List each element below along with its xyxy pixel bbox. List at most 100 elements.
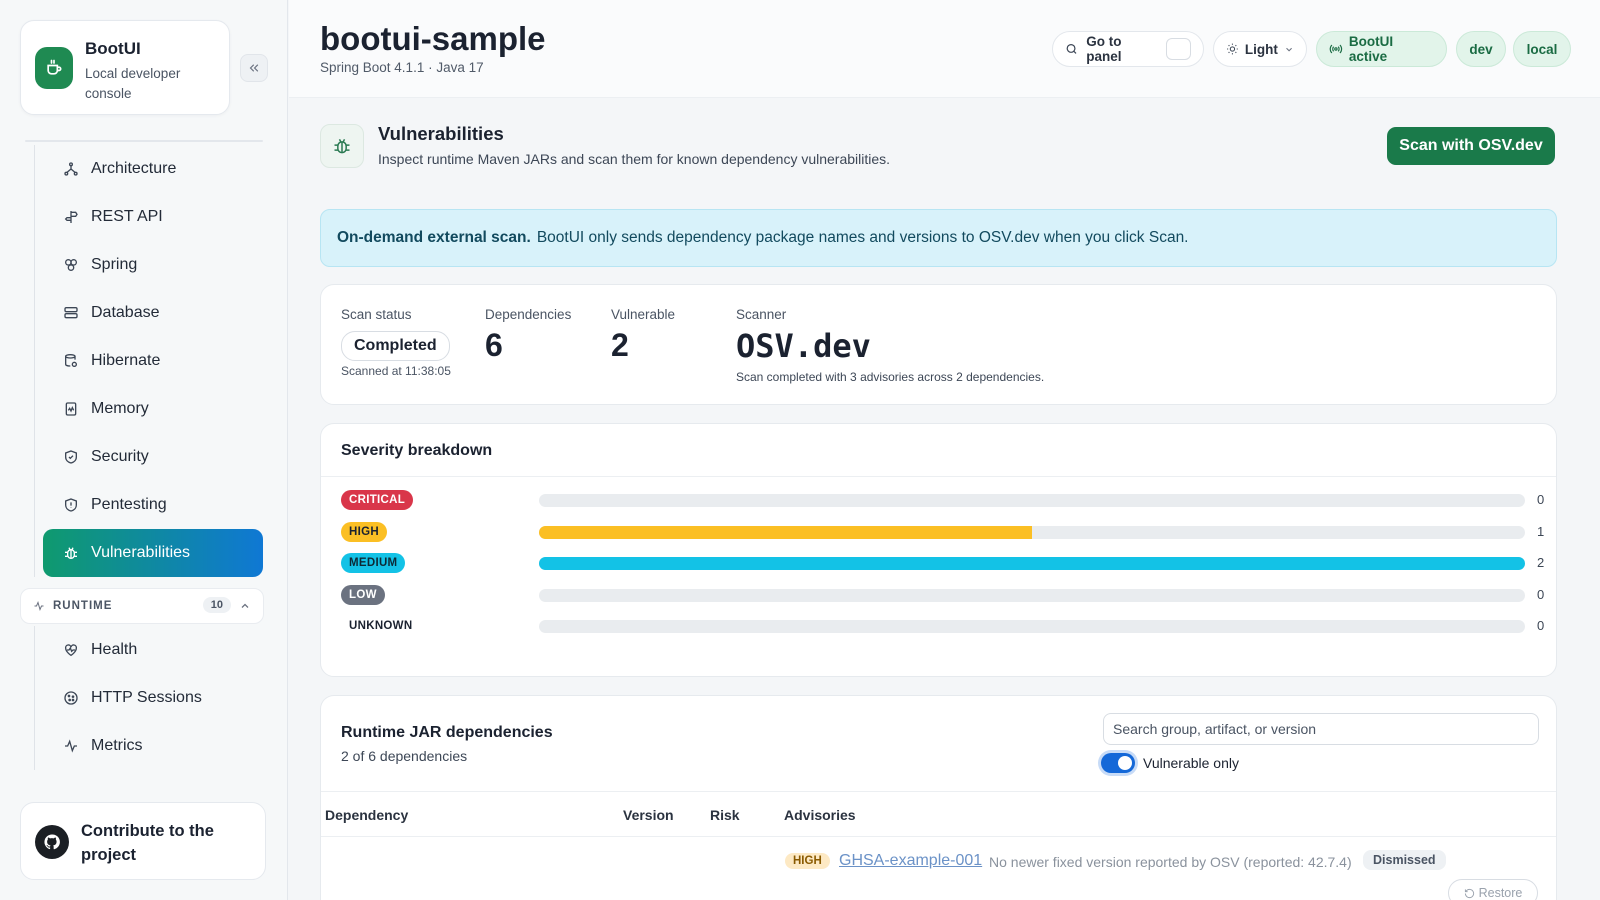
severity-count: 2 [1537,555,1545,570]
brand-subtitle: Local developer console [85,66,181,101]
severity-breakdown-card: Severity breakdown CRITICAL 0 HIGH 1 MEDIUM 2… [320,423,1557,677]
vulnerable-label: Vulnerable [611,307,676,322]
memory-icon [61,399,81,419]
panel-title: Vulnerabilities [378,123,504,144]
vulnerable-only-toggle[interactable]: Vulnerable only [1101,753,1239,773]
sidebar-item-label: Pentesting [91,496,167,513]
advisory-severity-badge: HIGH [785,853,830,869]
dependencies-count: 6 [485,327,503,363]
page-title: bootui-sample [320,20,546,57]
sidebar-item-metrics[interactable]: Metrics [43,722,263,770]
vulnerable-count: 2 [611,327,629,363]
sidebar-item-rest-api[interactable]: REST API [43,193,263,241]
restore-button[interactable]: Restore [1448,879,1538,900]
sidebar-item-architecture[interactable]: Architecture [43,145,263,193]
dismissed-badge: Dismissed [1363,850,1446,870]
dependency-search-input[interactable] [1103,713,1539,745]
sidebar-item-memory[interactable]: Memory [43,385,263,433]
sidebar-item-spring[interactable]: Spring [43,241,263,289]
coffee-cup-icon [35,47,73,89]
chevron-down-icon [1286,47,1292,52]
sidebar-item-database[interactable]: Database [43,289,263,337]
keyboard-shortcut-hint [1166,38,1191,60]
sidebar-item-label: Hibernate [91,352,161,369]
cookie-icon [61,688,81,708]
severity-bar-track [539,525,1525,539]
scan-osv-button[interactable]: Scan with OSV.dev [1387,127,1555,165]
runtime-group-toggle[interactable]: RUNTIME 10 [20,588,264,624]
severity-row-unknown: UNKNOWN 0 [341,616,1544,638]
sidebar-item-health[interactable]: Health [43,626,263,674]
scanner-note: Scan completed with 3 advisories across … [736,370,1045,384]
sidebar-item-label: Database [91,304,160,321]
sidebar-item-http-sessions[interactable]: HTTP Sessions [43,674,263,722]
column-header-advisories[interactable]: Advisories [784,807,856,823]
bootui-status-badge: BootUI active [1316,31,1447,67]
shield-icon [61,447,81,467]
sidebar-item-label: Vulnerabilities [91,544,191,561]
contribute-link[interactable]: Contribute to the project [20,802,266,880]
activity-icon [34,601,44,611]
signpost-icon [61,207,81,227]
broadcast-icon [1329,44,1343,54]
restore-label: Restore [1478,886,1523,900]
notice-text: BootUI only sends dependency package nam… [536,229,1189,246]
severity-badge: UNKNOWN [349,620,413,632]
sidebar-item-label: Memory [91,400,149,417]
hibernate-icon [61,351,81,371]
sidebar-item-security[interactable]: Security [43,433,263,481]
sidebar-item-hibernate[interactable]: Hibernate [43,337,263,385]
sidebar-item-pentesting[interactable]: Pentesting [43,481,263,529]
column-header-version[interactable]: Version [623,807,674,823]
sidebar-item-label: Metrics [91,737,143,754]
activity-icon [61,736,81,756]
deps-subtitle: 2 of 6 dependencies [341,748,468,764]
dependencies-label: Dependencies [485,307,572,322]
deps-title: Runtime JAR dependencies [341,724,553,741]
severity-count: 0 [1537,492,1545,507]
severity-bar-track [539,588,1525,602]
severity-bar-fill [539,557,1525,570]
sidebar-item-label: REST API [91,208,163,225]
sidebar: BootUI Local developer console Architect… [0,0,288,900]
sidebar-item-label: Health [91,641,138,658]
go-to-panel-button[interactable]: Go to panel [1052,31,1204,67]
severity-row-critical: CRITICAL 0 [341,490,1544,512]
panel-header: Vulnerabilities Inspect runtime Maven JA… [320,118,1570,178]
nav-list: Architecture REST API Spring Database Hi… [34,145,264,577]
severity-bar-track [539,620,1525,633]
search-icon [1066,43,1077,54]
contribute-label: Contribute to the project [81,822,214,864]
scan-stats-card: Scan status Completed Scanned at 11:38:0… [320,284,1557,405]
severity-title: Severity breakdown [341,442,493,459]
severity-badge: LOW [341,584,385,605]
profile-badge-local: local [1513,31,1571,67]
theme-label: Light [1244,41,1278,57]
profile-badge-dev: dev [1456,31,1506,67]
notice-bold: On-demand external scan. [337,229,531,246]
divider [321,476,1556,477]
severity-badge: HIGH [341,521,387,542]
severity-bar-track [539,557,1525,570]
advisory-link[interactable]: GHSA-example-001 [839,852,983,869]
bug-icon [61,543,81,563]
collapse-sidebar-button[interactable] [240,54,268,82]
toggle-switch[interactable] [1101,753,1135,773]
severity-row-low: LOW 0 [341,584,1544,607]
chevron-up-icon [241,603,249,608]
severity-row-high: HIGH 1 [341,521,1544,544]
severity-badge: MEDIUM [341,553,406,573]
theme-select[interactable]: Light [1213,31,1307,67]
architecture-icon [61,159,81,179]
bug-icon [320,124,364,168]
column-header-dependency[interactable]: Dependency [325,807,409,823]
sidebar-item-vulnerabilities[interactable]: Vulnerabilities [43,529,263,577]
sidebar-item-label: Security [91,448,149,465]
profile-label: local [1526,41,1558,57]
page-subtitle: Spring Boot 4.1.1 · Java 17 [320,60,484,75]
severity-row-medium: MEDIUM 2 [341,553,1544,575]
runtime-count-badge: 10 [202,597,231,613]
github-icon [35,825,69,859]
heart-pulse-icon [61,640,81,660]
column-header-risk[interactable]: Risk [710,807,740,823]
